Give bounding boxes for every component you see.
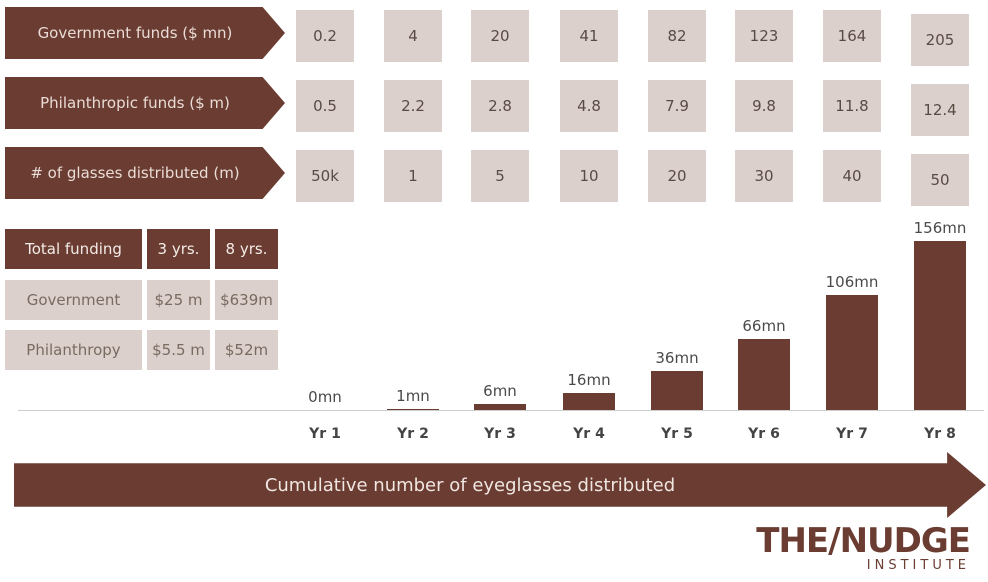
value-cell: 4.8	[560, 80, 618, 132]
logo-sub: INSTITUTE	[866, 558, 970, 573]
bar	[387, 408, 439, 410]
funding-cell: $25 m	[147, 280, 210, 320]
chart-baseline	[18, 410, 984, 411]
funding-header-cell: Total funding	[5, 229, 142, 269]
x-tick-label: Yr 8	[924, 426, 956, 442]
data-label: 36mn	[655, 349, 699, 367]
data-label: 66mn	[742, 316, 786, 335]
logo: THE/NUDGE INSTITUTE	[738, 521, 971, 574]
data-label: 6mn	[483, 381, 517, 400]
data-label: 0mn	[308, 388, 342, 406]
bar	[474, 403, 526, 410]
value-cell: 2.2	[384, 80, 442, 132]
value-cell: 0.5	[296, 80, 354, 132]
value-cell: 9.8	[735, 80, 793, 132]
bar	[826, 295, 878, 410]
funding-cell: Government	[5, 280, 142, 320]
value-cell: 40	[823, 150, 881, 202]
data-label: 106mn	[825, 273, 879, 292]
value-cell: 7.9	[648, 80, 706, 132]
x-axis-label: Cumulative number of eyeglasses distribu…	[264, 474, 676, 496]
value-cell: 2.8	[471, 80, 529, 132]
data-label: 156mn	[913, 219, 967, 237]
row-label: Government funds ($ mn)	[5, 7, 285, 59]
funding-cell: $52m	[215, 330, 278, 370]
value-cell: 11.8	[823, 80, 881, 132]
value-cell: 4	[384, 10, 442, 62]
bar	[914, 241, 966, 410]
value-cell: 0.2	[296, 10, 354, 62]
x-tick-label: Yr 3	[484, 426, 516, 442]
value-cell: 50	[911, 154, 969, 206]
value-cell: 20	[471, 10, 529, 62]
bar	[563, 392, 615, 410]
value-cell: 50k	[296, 150, 354, 202]
row-label: # of glasses distributed (m)	[5, 147, 285, 199]
data-label: 16mn	[567, 370, 611, 389]
x-tick-label: Yr 4	[573, 426, 605, 442]
value-cell: 10	[560, 150, 618, 202]
value-cell: 82	[648, 10, 706, 62]
value-cell: 205	[911, 14, 969, 66]
value-cell: 30	[735, 150, 793, 202]
value-cell: 123	[735, 10, 793, 62]
value-cell: 1	[384, 150, 442, 202]
value-cell: 164	[823, 10, 881, 62]
x-tick-label: Yr 1	[309, 426, 341, 442]
timeline-arrow: Cumulative number of eyeglasses distribu…	[14, 452, 986, 518]
funding-cell: Philanthropy	[5, 330, 142, 370]
x-tick-label: Yr 5	[661, 426, 693, 442]
logo-main: THE/NUDGE	[756, 521, 971, 561]
funding-cell: $5.5 m	[147, 330, 210, 370]
x-tick-label: Yr 7	[836, 426, 868, 442]
value-cell: 41	[560, 10, 618, 62]
bar	[651, 371, 703, 410]
data-label: 1mn	[396, 386, 430, 405]
row-label: Philanthropic funds ($ m)	[5, 77, 285, 129]
bar	[738, 338, 790, 410]
x-tick-label: Yr 2	[397, 426, 429, 442]
value-cell: 5	[471, 150, 529, 202]
funding-header-cell: 8 yrs.	[215, 229, 278, 269]
value-cell: 12.4	[911, 84, 969, 136]
x-tick-label: Yr 6	[748, 426, 780, 442]
funding-header-cell: 3 yrs.	[147, 229, 210, 269]
value-cell: 20	[648, 150, 706, 202]
funding-cell: $639m	[215, 280, 278, 320]
